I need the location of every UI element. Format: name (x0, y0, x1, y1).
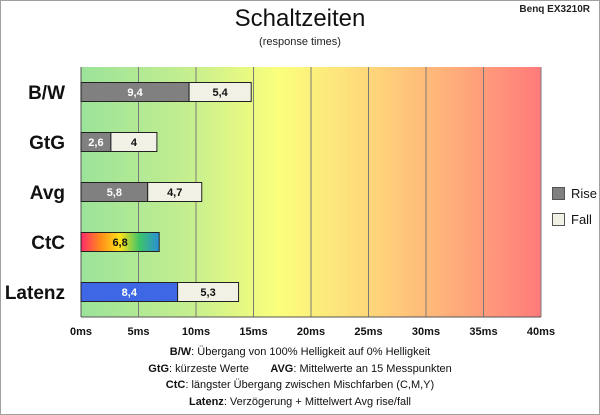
x-tick-label: 20ms (297, 326, 325, 338)
x-tick-label: 10ms (182, 326, 210, 338)
note-text: : Verzögerung + Mittelwert Avg rise/fall (223, 395, 412, 408)
category-label: GtG (29, 133, 65, 154)
bar-fall (147, 182, 203, 202)
legend-label-rise: Rise (571, 185, 598, 201)
monitor-label: Benq EX3210R (519, 4, 590, 15)
note-latenz: Latenz: Verzögerung + Mittelwert Avg ris… (0, 394, 600, 411)
category-label: CtC (31, 233, 65, 254)
data-label-rise: 9,4 (127, 87, 143, 99)
data-label-fall: 5,3 (200, 287, 215, 299)
bar-fall (177, 282, 240, 302)
note-text: : längster Übergang zwischen Mischfarben… (185, 379, 435, 391)
legend-item-fall: Fall (552, 206, 597, 232)
bar-fall (188, 82, 252, 102)
data-label-rise: 5,8 (107, 187, 122, 199)
data-label-fall: 4,7 (167, 187, 182, 199)
legend-swatch-rise (552, 186, 565, 200)
note-key: GtG (148, 362, 170, 375)
note-ctc: CtC: längster Übergang zwischen Mischfar… (0, 377, 600, 394)
legend-item-rise: Rise (552, 180, 597, 206)
x-tick-label: 5ms (127, 326, 149, 338)
note-key: Latenz (188, 395, 224, 408)
note-key: B/W (169, 346, 192, 358)
x-tick-label: 30ms (412, 326, 440, 338)
data-label-rise: 8,4 (122, 287, 138, 299)
legend-swatch-fall (552, 212, 565, 226)
x-tick-label: 25ms (354, 326, 382, 338)
note-key: AVG (270, 362, 294, 375)
bar-rise (80, 232, 160, 252)
note-gtg-avg: GtG: kürzeste Werte AVG: Mittelwerte an … (0, 361, 600, 378)
x-tick-label: 40ms (527, 326, 555, 338)
notes: B/W: Übergang von 100% Helligkeit auf 0%… (0, 344, 600, 410)
legend: Rise Fall (552, 180, 597, 232)
x-tick-label: 15ms (239, 326, 267, 338)
chart-subtitle: (response times) (259, 36, 341, 48)
x-tick-label: 0ms (70, 326, 92, 338)
legend-label-fall: Fall (571, 211, 592, 227)
category-label: Avg (30, 183, 65, 204)
x-tick-label: 35ms (469, 326, 497, 338)
category-label: B/W (28, 83, 65, 104)
data-label-rise: 6,8 (112, 237, 127, 249)
data-label-rise: 2,6 (88, 137, 103, 149)
data-label-fall: 5,4 (213, 87, 229, 99)
note-bw: B/W: Übergang von 100% Helligkeit auf 0%… (0, 344, 600, 361)
note-text: : Mittelwerte an 15 Messpunkten (293, 362, 452, 375)
data-label-fall: 4 (131, 137, 138, 149)
note-text: : kürzeste Werte (169, 362, 249, 375)
bar-fall (110, 132, 158, 152)
chart-title: Schaltzeiten (234, 5, 366, 32)
note-text: : Übergang von 100% Helligkeit auf 0% He… (191, 346, 431, 358)
note-key: CtC (165, 379, 186, 391)
category-label: Latenz (5, 283, 65, 304)
